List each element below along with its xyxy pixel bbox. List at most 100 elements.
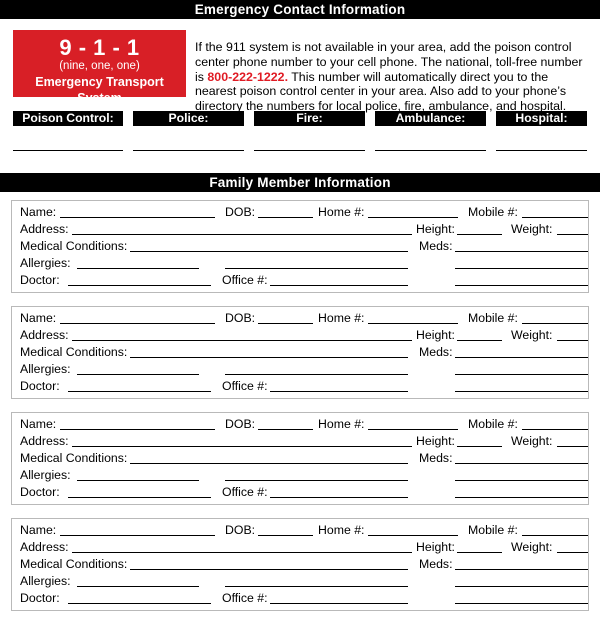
input-doctor[interactable]	[68, 497, 211, 498]
input-doctor[interactable]	[68, 285, 211, 286]
label-meds: Meds:	[419, 239, 453, 253]
input-allergies[interactable]	[77, 480, 199, 481]
input-allergies-continued[interactable]	[225, 374, 408, 375]
label-weight: Weight:	[511, 540, 553, 554]
input-height[interactable]	[457, 552, 502, 553]
input-dob[interactable]	[258, 535, 313, 536]
contact-input-poison-control[interactable]	[13, 150, 123, 151]
input-height[interactable]	[457, 234, 502, 235]
label-allergies: Allergies:	[20, 256, 71, 270]
input-mobile-number[interactable]	[522, 535, 588, 536]
input-allergies[interactable]	[77, 268, 199, 269]
family-member-card: Name: DOB: Home #: Mobile #: Address: He…	[11, 200, 589, 293]
input-mobile-number[interactable]	[522, 323, 588, 324]
input-home-number[interactable]	[368, 535, 458, 536]
label-height: Height:	[416, 328, 455, 342]
label-height: Height:	[416, 222, 455, 236]
member-row-identity: Name: DOB: Home #: Mobile #:	[20, 310, 588, 327]
label-home-number: Home #:	[318, 311, 365, 325]
input-allergies[interactable]	[77, 586, 199, 587]
input-dob[interactable]	[258, 323, 313, 324]
input-office-number[interactable]	[270, 497, 408, 498]
input-weight[interactable]	[557, 340, 588, 341]
input-dob[interactable]	[258, 217, 313, 218]
input-weight[interactable]	[557, 234, 588, 235]
input-office-number[interactable]	[270, 285, 408, 286]
label-weight: Weight:	[511, 222, 553, 236]
label-home-number: Home #:	[318, 523, 365, 537]
label-height: Height:	[416, 434, 455, 448]
input-meds-continued[interactable]	[455, 374, 588, 375]
input-dob[interactable]	[258, 429, 313, 430]
input-name[interactable]	[60, 535, 215, 536]
input-meds-continued-second[interactable]	[455, 603, 588, 604]
input-meds[interactable]	[455, 463, 588, 464]
emergency-911-number-spelled: (nine, one, one)	[59, 60, 140, 72]
label-meds: Meds:	[419, 557, 453, 571]
member-row-medical: Medical Conditions: Meds:	[20, 344, 588, 361]
label-address: Address:	[20, 328, 69, 342]
label-address: Address:	[20, 434, 69, 448]
input-meds-continued[interactable]	[455, 268, 588, 269]
member-row-address: Address: Height: Weight:	[20, 221, 588, 238]
input-meds[interactable]	[455, 251, 588, 252]
input-meds-continued-second[interactable]	[455, 391, 588, 392]
input-medical-conditions[interactable]	[130, 569, 408, 570]
input-allergies-continued[interactable]	[225, 268, 408, 269]
label-address: Address:	[20, 222, 69, 236]
input-meds[interactable]	[455, 357, 588, 358]
label-medical-conditions: Medical Conditions:	[20, 451, 128, 465]
input-office-number[interactable]	[270, 391, 408, 392]
input-weight[interactable]	[557, 552, 588, 553]
input-meds-continued-second[interactable]	[455, 285, 588, 286]
label-medical-conditions: Medical Conditions:	[20, 239, 128, 253]
family-member-card: Name: DOB: Home #: Mobile #: Address: He…	[11, 518, 589, 611]
input-allergies-continued[interactable]	[225, 480, 408, 481]
input-allergies-continued[interactable]	[225, 586, 408, 587]
family-member-card: Name: DOB: Home #: Mobile #: Address: He…	[11, 412, 589, 505]
input-name[interactable]	[60, 429, 215, 430]
contact-input-fire[interactable]	[254, 150, 365, 151]
label-weight: Weight:	[511, 434, 553, 448]
input-address[interactable]	[72, 446, 412, 447]
member-row-doctor: Doctor: Office #:	[20, 590, 588, 607]
input-doctor[interactable]	[68, 603, 211, 604]
contact-input-ambulance[interactable]	[375, 150, 486, 151]
contact-label-fire: Fire:	[254, 111, 365, 126]
input-medical-conditions[interactable]	[130, 357, 408, 358]
input-doctor[interactable]	[68, 391, 211, 392]
family-member-section-title: Family Member Information	[0, 173, 600, 192]
input-height[interactable]	[457, 340, 502, 341]
input-meds-continued-second[interactable]	[455, 497, 588, 498]
emergency-911-number: 9 - 1 - 1	[59, 35, 140, 60]
input-mobile-number[interactable]	[522, 217, 588, 218]
input-office-number[interactable]	[270, 603, 408, 604]
input-meds-continued[interactable]	[455, 586, 588, 587]
input-address[interactable]	[72, 340, 412, 341]
input-mobile-number[interactable]	[522, 429, 588, 430]
input-home-number[interactable]	[368, 323, 458, 324]
input-name[interactable]	[60, 217, 215, 218]
member-row-medical: Medical Conditions: Meds:	[20, 450, 588, 467]
input-weight[interactable]	[557, 446, 588, 447]
member-row-identity: Name: DOB: Home #: Mobile #:	[20, 416, 588, 433]
input-allergies[interactable]	[77, 374, 199, 375]
input-home-number[interactable]	[368, 217, 458, 218]
label-office-number: Office #:	[222, 485, 268, 499]
input-medical-conditions[interactable]	[130, 251, 408, 252]
input-home-number[interactable]	[368, 429, 458, 430]
input-meds[interactable]	[455, 569, 588, 570]
label-name: Name:	[20, 311, 57, 325]
member-row-allergies: Allergies:	[20, 467, 588, 484]
input-height[interactable]	[457, 446, 502, 447]
input-address[interactable]	[72, 234, 412, 235]
input-medical-conditions[interactable]	[130, 463, 408, 464]
label-dob: DOB:	[225, 417, 256, 431]
input-address[interactable]	[72, 552, 412, 553]
input-meds-continued[interactable]	[455, 480, 588, 481]
member-row-doctor: Doctor: Office #:	[20, 484, 588, 501]
member-row-allergies: Allergies:	[20, 255, 588, 272]
input-name[interactable]	[60, 323, 215, 324]
contact-input-hospital[interactable]	[496, 150, 587, 151]
contact-input-police[interactable]	[133, 150, 244, 151]
